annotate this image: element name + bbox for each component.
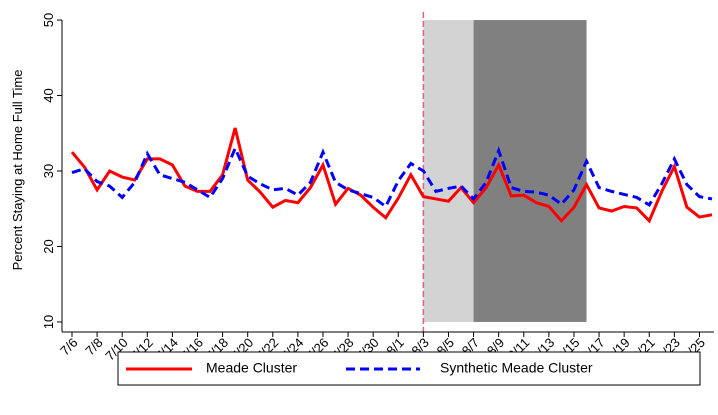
y-axis-label: Percent Staying at Home Full Time [10, 70, 25, 271]
y-tick-label: 20 [41, 239, 56, 253]
legend-label: Meade Cluster [206, 360, 297, 376]
series-line [71, 144, 713, 209]
x-tick-label: 7/8 [82, 335, 105, 358]
legend-label: Synthetic Meade Cluster [440, 360, 593, 376]
y-tick-label: 30 [41, 164, 56, 178]
series-line [70, 127, 713, 224]
x-tick-label: 7/6 [57, 335, 80, 358]
shaded-period [473, 20, 587, 322]
y-tick-label: 10 [41, 315, 56, 329]
y-tick-label: 40 [41, 88, 56, 102]
shaded-period [423, 20, 474, 322]
y-tick-label: 50 [41, 13, 56, 27]
